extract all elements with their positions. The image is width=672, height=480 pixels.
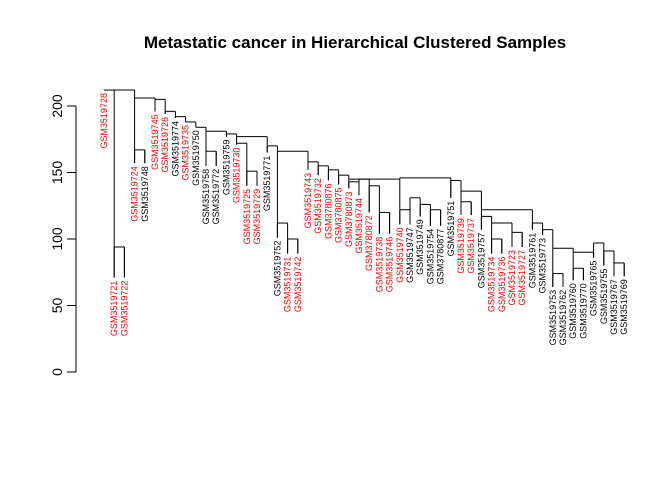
leaf-label: GSM3519734 — [487, 257, 497, 313]
leaf-label: GSM3519769 — [619, 279, 629, 335]
leaf-label: GSM3519723 — [507, 250, 517, 306]
leaf-label: GSM3519749 — [415, 219, 425, 275]
leaf-label: GSM3519758 — [201, 169, 211, 225]
chart-title: Metastatic cancer in Hierarchical Cluste… — [144, 33, 566, 52]
leaf-label: GSM3519767 — [609, 279, 619, 335]
leaf-label: GSM3519742 — [293, 257, 303, 313]
dendrogram-branches — [104, 89, 625, 287]
leaf-label: GSM3780877 — [436, 229, 446, 285]
leaf-label: GSM3519726 — [160, 117, 170, 173]
leaf-label: GSM3519750 — [191, 130, 201, 186]
leaf-labels: GSM3519728 GSM3519721 GSM3519722 GSM3519724… — [99, 93, 629, 345]
leaf-label: GSM3519747 — [405, 227, 415, 283]
leaf-label: GSM3519759 — [221, 140, 231, 196]
leaf-label: GSM3519760 — [568, 283, 578, 339]
leaf-label: GSM3519727 — [517, 250, 527, 306]
y-tick-label: 100 — [49, 227, 65, 251]
leaf-label: GSM3519772 — [211, 169, 221, 225]
leaf-label: GSM3519730 — [232, 148, 242, 204]
y-tick-label: 200 — [49, 94, 65, 118]
y-tick-label: 50 — [49, 298, 65, 314]
leaf-label: GSM3519774 — [170, 121, 180, 177]
leaf-label: GSM3519725 — [242, 189, 252, 245]
leaf-label: GSM3519736 — [497, 257, 507, 313]
leaf-label: GSM3519746 — [385, 237, 395, 293]
leaf-label: GSM3519735 — [181, 125, 191, 181]
leaf-label: GSM3519757 — [476, 233, 486, 289]
leaf-label: GSM3519722 — [119, 281, 129, 337]
leaf-label: GSM3519732 — [313, 178, 323, 234]
leaf-label: GSM3519731 — [283, 257, 293, 313]
leaf-label: GSM3519724 — [130, 166, 140, 222]
leaf-label: GSM3519753 — [548, 290, 558, 346]
leaf-label: GSM3519740 — [395, 227, 405, 283]
leaf-label: GSM3519737 — [466, 218, 476, 274]
leaf-label: GSM3519755 — [599, 269, 609, 325]
leaf-label: GSM3519773 — [538, 238, 548, 294]
leaf-label: GSM3519761 — [527, 233, 537, 289]
leaf-label: GSM3519752 — [272, 241, 282, 297]
leaf-label: GSM3519743 — [303, 173, 313, 229]
leaf-label: GSM3519729 — [252, 189, 262, 245]
leaf-label: GSM3519744 — [354, 198, 364, 254]
leaf-label: GSM3780872 — [364, 215, 374, 271]
y-axis: 0 50 100 150 200 — [49, 94, 77, 376]
leaf-label: GSM3519751 — [446, 201, 456, 257]
leaf-label: GSM3780876 — [323, 183, 333, 239]
y-tick-label: 0 — [49, 368, 65, 376]
leaf-label: GSM3519770 — [578, 283, 588, 339]
leaf-label: GSM3780873 — [344, 191, 354, 247]
leaf-label: GSM3519754 — [425, 229, 435, 285]
y-tick-label: 150 — [49, 161, 65, 185]
leaf-label: GSM3519765 — [589, 261, 599, 317]
leaf-label: GSM3519721 — [109, 281, 119, 337]
leaf-label: GSM3519771 — [262, 156, 272, 212]
leaf-label: GSM3780875 — [334, 187, 344, 243]
leaf-label: GSM3519728 — [99, 93, 109, 149]
leaf-label: GSM3519738 — [374, 237, 384, 293]
leaf-label: GSM3519762 — [558, 290, 568, 346]
leaf-label: GSM3519745 — [150, 114, 160, 170]
leaf-label: GSM3519748 — [140, 166, 150, 222]
leaf-label: GSM3519739 — [456, 218, 466, 274]
